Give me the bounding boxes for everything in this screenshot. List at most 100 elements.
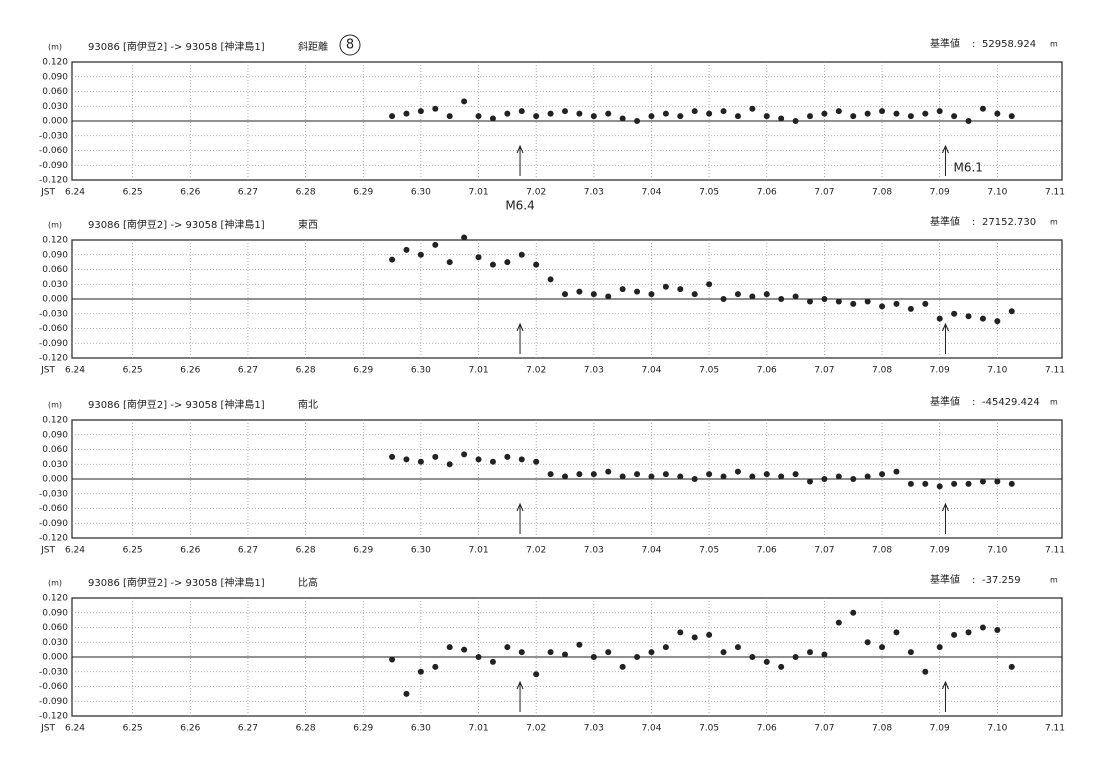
component: 比高 xyxy=(298,576,318,589)
data-point xyxy=(677,473,684,480)
x-tick-label: 6.27 xyxy=(238,724,258,734)
y-tick-label: -0.060 xyxy=(39,146,68,156)
data-point xyxy=(864,298,871,305)
data-point xyxy=(417,668,424,675)
data-point xyxy=(547,276,554,283)
unit-label: (m) xyxy=(48,401,62,410)
data-point xyxy=(446,113,453,120)
data-point xyxy=(547,471,554,478)
x-tick-label: 6.24 xyxy=(65,724,85,734)
y-tick-label: 0.060 xyxy=(42,87,68,97)
x-tick-label: 7.06 xyxy=(757,724,777,734)
x-tick-label: 7.08 xyxy=(872,366,892,376)
event-arrow xyxy=(516,680,524,712)
data-point xyxy=(936,483,943,490)
x-tick-label: 7.01 xyxy=(469,546,489,556)
x-tick-label: 7.02 xyxy=(526,724,546,734)
data-point xyxy=(489,458,496,465)
data-point xyxy=(475,654,482,660)
data-point xyxy=(936,108,943,115)
station-pair: 93086 [南伊豆2] -> 93058 [神津島1] xyxy=(88,576,265,589)
station-pair: 93086 [南伊豆2] -> 93058 [神津島1] xyxy=(88,40,265,53)
data-point xyxy=(879,644,886,651)
base-sep: : xyxy=(972,397,975,408)
data-point xyxy=(951,480,958,487)
data-point xyxy=(835,298,842,305)
data-point xyxy=(403,690,410,697)
data-point xyxy=(489,115,496,122)
base-value: -37.259 xyxy=(982,575,1021,586)
data-point xyxy=(763,658,770,665)
data-point xyxy=(907,480,914,487)
data-point xyxy=(417,251,424,258)
data-point xyxy=(850,476,857,482)
data-point xyxy=(446,644,453,651)
x-tick-label: 7.05 xyxy=(699,724,719,734)
x-tick-label: 6.28 xyxy=(296,724,316,734)
data-point xyxy=(417,458,424,465)
y-tick-label: -0.030 xyxy=(39,309,68,319)
x-tick-label: 7.06 xyxy=(757,366,777,376)
x-tick-label: 6.28 xyxy=(296,188,316,198)
x-tick-label: 7.01 xyxy=(469,366,489,376)
data-point xyxy=(864,473,871,480)
event-arrow xyxy=(516,322,524,354)
x-tick-label: 6.30 xyxy=(411,188,431,198)
data-point xyxy=(994,110,1001,117)
x-tick-label: 7.02 xyxy=(526,366,546,376)
data-point xyxy=(562,291,568,298)
component: 東西 xyxy=(298,218,318,231)
y-tick-label: 0.000 xyxy=(42,653,68,663)
y-tick-label: 0.030 xyxy=(42,102,68,112)
data-point xyxy=(778,473,785,480)
data-point xyxy=(922,110,929,117)
x-tick-label: 6.24 xyxy=(65,188,85,198)
data-point xyxy=(807,298,813,305)
data-point xyxy=(677,113,684,120)
data-point xyxy=(821,296,828,302)
base-unit: m xyxy=(1050,40,1058,49)
x-tick-label: 7.08 xyxy=(872,724,892,734)
data-point xyxy=(605,468,612,475)
x-tick-label: 6.24 xyxy=(65,366,85,376)
data-point xyxy=(734,291,741,298)
data-point xyxy=(475,456,482,463)
unit-label: (m) xyxy=(48,579,62,588)
data-point xyxy=(979,105,986,112)
x-tick-label: 7.11 xyxy=(1045,188,1065,198)
data-point xyxy=(389,453,396,460)
data-point xyxy=(562,651,568,658)
data-point xyxy=(1008,663,1015,670)
event-arrow xyxy=(942,144,949,176)
y-tick-label: 0.090 xyxy=(42,250,68,260)
component: 斜距離 xyxy=(298,40,328,53)
data-point xyxy=(605,649,612,656)
data-point xyxy=(461,234,468,241)
x-tick-label: 7.10 xyxy=(987,366,1007,376)
x-prefix: JST xyxy=(40,366,55,376)
base-unit: m xyxy=(1050,576,1058,585)
data-point xyxy=(720,108,727,115)
data-point xyxy=(907,649,914,656)
x-tick-label: 7.09 xyxy=(930,188,950,198)
data-point xyxy=(936,644,943,651)
data-point xyxy=(893,300,900,307)
base-sep: : xyxy=(972,575,975,586)
data-point xyxy=(518,251,525,258)
x-tick-label: 7.08 xyxy=(872,188,892,198)
station-pair: 93086 [南伊豆2] -> 93058 [神津島1] xyxy=(88,218,265,231)
data-point xyxy=(590,291,597,298)
data-point xyxy=(446,259,453,266)
data-point xyxy=(533,458,540,465)
y-tick-label: -0.060 xyxy=(39,682,68,692)
data-point xyxy=(576,471,583,478)
y-tick-label: -0.030 xyxy=(39,489,68,499)
data-point xyxy=(749,105,756,112)
x-tick-label: 6.25 xyxy=(123,724,143,734)
x-tick-label: 6.27 xyxy=(238,546,258,556)
data-point xyxy=(691,476,698,482)
data-point xyxy=(893,629,900,636)
x-tick-label: 7.03 xyxy=(584,546,604,556)
x-tick-label: 7.03 xyxy=(584,366,604,376)
event-label: M6.4 xyxy=(505,199,534,213)
